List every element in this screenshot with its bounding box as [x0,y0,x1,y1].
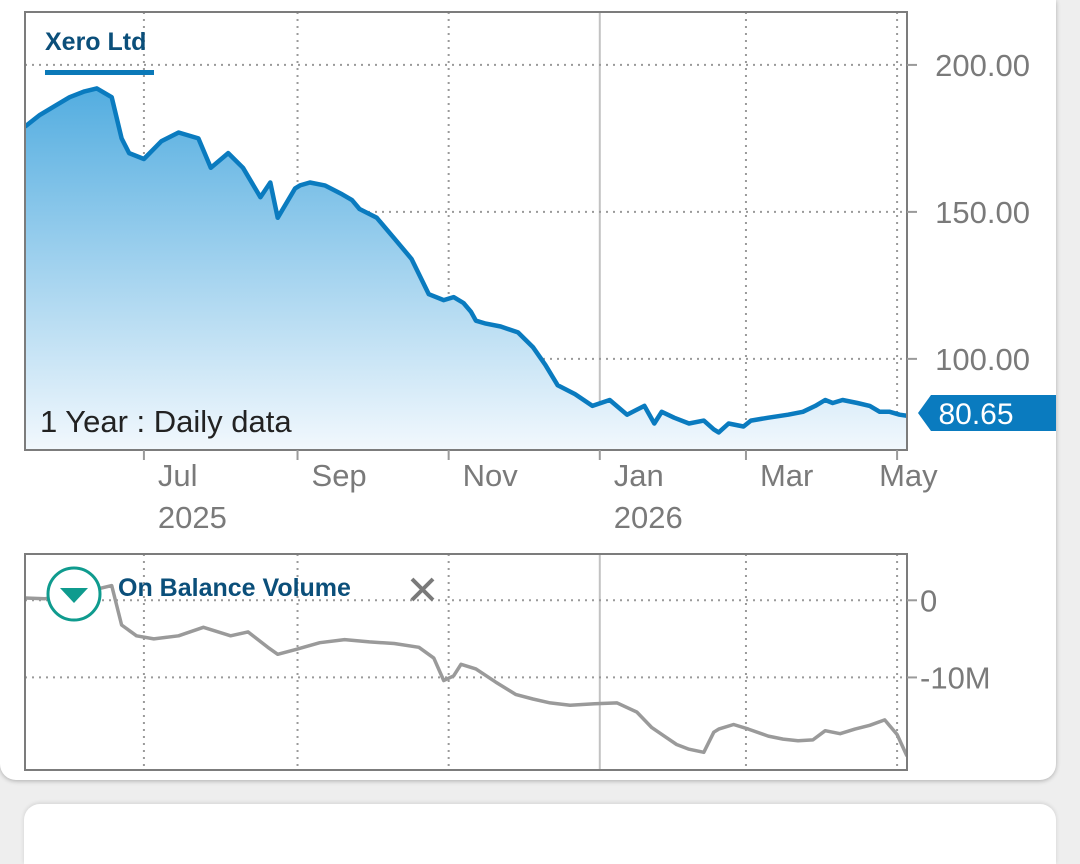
x-tick-label-month: Jul [158,458,198,493]
x-tick-label-month: Jan [614,458,664,493]
remove-indicator-button[interactable] [410,577,435,602]
obv-line [25,583,907,757]
x-tick-label-year: 2026 [614,500,683,535]
y-tick-label: 100.00 [935,342,1030,377]
obv-panel-frame [24,553,908,771]
obv-y-tick-label: -10M [920,660,991,695]
indicator-title: On Balance Volume [118,574,351,602]
x-tick-label-month: Sep [312,458,367,493]
price-line [25,86,907,435]
stock-chart: Xero Ltd 1 Year : Daily data 200.00 150.0… [24,11,1056,771]
last-price-value: 80.65 [938,398,1013,431]
y-tick-label: 200.00 [935,48,1030,83]
chevron-down-icon [60,588,88,603]
price-area [25,88,907,450]
last-price-badge: 80.65 [918,395,1056,431]
x-tick-label-year: 2025 [158,500,227,535]
y-tick-label: 150.00 [935,195,1030,230]
last-price-badge-shape [918,395,1056,431]
x-tick-label-month: Nov [463,458,519,493]
x-tick-label-month: May [879,458,938,493]
chart-title[interactable]: Xero Ltd [45,28,146,56]
data-range-label: 1 Year : Daily data [40,404,292,439]
obv-grid [25,554,907,770]
x-tick-label-month: Mar [760,458,813,493]
date-x-axis: Jul 2025 Sep Nov Jan 2026 Mar May [142,450,938,535]
price-y-axis: 200.00 150.00 100.00 [907,48,1030,377]
price-panel-frame [24,11,908,451]
obv-y-axis: 0 -10M [907,583,991,695]
chart-title-underline [45,70,154,75]
obv-y-tick-label: 0 [920,583,937,618]
close-icon-stroke [410,577,435,602]
collapse-indicator-button[interactable] [46,566,102,622]
